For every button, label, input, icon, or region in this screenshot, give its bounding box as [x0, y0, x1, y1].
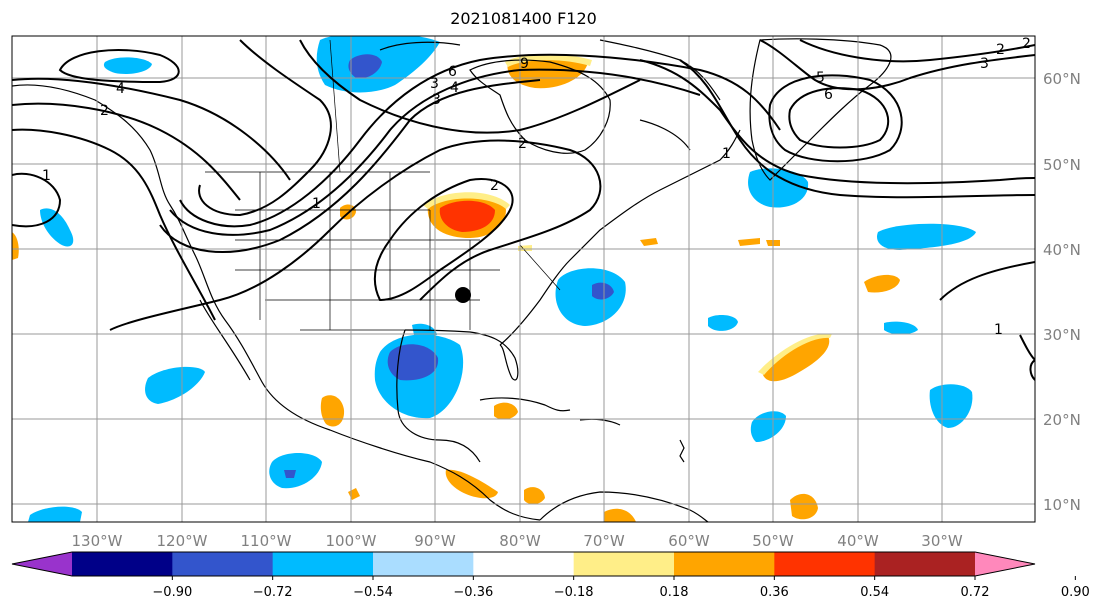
anomaly-blob	[28, 506, 82, 522]
anomaly-blob	[387, 344, 439, 381]
lon-tick-labels: 130°W 120°W 110°W 100°W 90°W 80°W 70°W 6…	[72, 532, 963, 550]
anomaly-blob	[103, 57, 152, 74]
anomaly-blob	[748, 168, 809, 208]
anomaly-blob	[790, 493, 818, 520]
lon-tick: 60°W	[668, 532, 710, 550]
colorbar-segment	[72, 552, 173, 576]
colorbar-segment	[774, 552, 876, 576]
contour-label: 4	[450, 80, 459, 96]
anomaly-blob	[762, 335, 830, 382]
anomaly-blob	[505, 54, 592, 67]
anomaly-blob	[738, 238, 760, 246]
anomaly-blob	[555, 268, 626, 326]
contour-label: 2	[490, 178, 499, 194]
colorbar-segment	[172, 552, 274, 576]
contour-label: 4	[116, 81, 125, 97]
colorbar-outline	[11, 551, 1036, 577]
contour-label: 3	[980, 56, 989, 72]
anomaly-blob	[412, 323, 437, 340]
anomaly-blob	[423, 192, 510, 209]
lat-tick: 20°N	[1043, 411, 1081, 429]
lat-tick: 60°N	[1043, 70, 1081, 88]
colorbar-tick-labels: −0.90 −0.72 −0.54 −0.36 −0.18 0.18 0.36 0.54 0.7…	[152, 576, 1090, 600]
anomaly-blob	[145, 366, 205, 404]
colorbar-tick-label: −0.72	[253, 585, 293, 600]
colorbar-extend-high	[975, 552, 1035, 576]
colorbar-segment	[473, 552, 575, 576]
colorbar	[11, 551, 1036, 577]
colorbar-segment	[674, 552, 775, 576]
contour-label: 2	[518, 136, 527, 152]
location-dot	[455, 287, 471, 303]
lat-tick-labels: 60°N 50°N 40°N 30°N 20°N 10°N	[1043, 70, 1081, 514]
colorbar-tick-label: −0.36	[453, 585, 493, 600]
contour-label: 6	[824, 87, 833, 103]
gridlines	[12, 36, 1035, 522]
contour-label: 1	[42, 168, 51, 184]
lon-tick: 40°W	[837, 532, 879, 550]
contour-lines	[12, 39, 1035, 381]
anomaly-blob	[494, 402, 518, 420]
lat-tick: 40°N	[1043, 241, 1081, 259]
lon-tick: 130°W	[72, 532, 123, 550]
lon-tick: 70°W	[583, 532, 625, 550]
colorbar-tick-label: 0.72	[961, 585, 990, 600]
contour-label: 3	[432, 92, 441, 108]
anomaly-blob	[40, 208, 74, 247]
colorbar-segment	[573, 552, 675, 576]
contour-label: 6	[448, 64, 457, 80]
anomaly-blob	[12, 232, 19, 260]
lon-tick: 110°W	[241, 532, 292, 550]
anomaly-blob	[640, 238, 658, 246]
anomaly-blob	[876, 223, 976, 250]
coastlines	[12, 38, 892, 522]
anomaly-blob	[284, 470, 296, 478]
contour-label: 2	[1022, 36, 1031, 52]
anomaly-blob	[348, 54, 382, 79]
lon-tick: 80°W	[499, 532, 541, 550]
colorbar-tick-label: −0.54	[353, 585, 393, 600]
anomaly-blob	[604, 508, 636, 522]
contour-label: 1	[994, 322, 1003, 338]
colorbar-extend-low	[12, 552, 72, 576]
colorbar-segment	[373, 552, 474, 576]
lon-tick: 90°W	[414, 532, 456, 550]
colorbar-tick-label: −0.90	[152, 585, 192, 600]
contour-label: 3	[430, 76, 439, 92]
lat-tick: 30°N	[1043, 326, 1081, 344]
lon-tick: 30°W	[921, 532, 963, 550]
anomaly-blob	[507, 56, 588, 89]
lat-tick: 10°N	[1043, 496, 1081, 514]
contour-labels: 4 2 1 1 2 3 3 6 4 9 2 1 2 5 6 3 2 1	[42, 36, 1031, 338]
anomaly-blob	[758, 333, 832, 375]
anomaly-blob	[524, 487, 545, 505]
contour-label: 5	[816, 70, 825, 86]
contour-label: 1	[722, 146, 731, 162]
anomaly-blob	[592, 282, 614, 300]
colorbar-segment	[272, 552, 374, 576]
anomaly-blob	[439, 200, 495, 232]
anomaly-blob	[864, 274, 900, 293]
colorbar-tick-label: 0.90	[1061, 585, 1090, 600]
lat-tick: 50°N	[1043, 156, 1081, 174]
colorbar-tick-label: 0.18	[660, 585, 689, 600]
lon-tick: 50°W	[752, 532, 794, 550]
contour-label: 1	[312, 196, 321, 212]
anomaly-blob	[884, 321, 918, 335]
lon-tick: 120°W	[157, 532, 208, 550]
anomaly-blob	[929, 384, 973, 428]
plot-border	[11, 35, 1036, 523]
colorbar-segment	[874, 552, 976, 576]
colorbar-tick-label: 0.54	[860, 585, 889, 600]
colorbar-tick-label: 0.36	[760, 585, 789, 600]
colorbar-tick-label: −0.18	[554, 585, 594, 600]
political-borders	[205, 39, 561, 331]
anomaly-blob	[708, 314, 738, 331]
contour-label: 9	[520, 56, 529, 72]
contour-label: 2	[100, 103, 109, 119]
lon-tick: 100°W	[326, 532, 377, 550]
map-title: 2021081400 F120	[450, 9, 597, 28]
contour-label: 2	[996, 42, 1005, 58]
